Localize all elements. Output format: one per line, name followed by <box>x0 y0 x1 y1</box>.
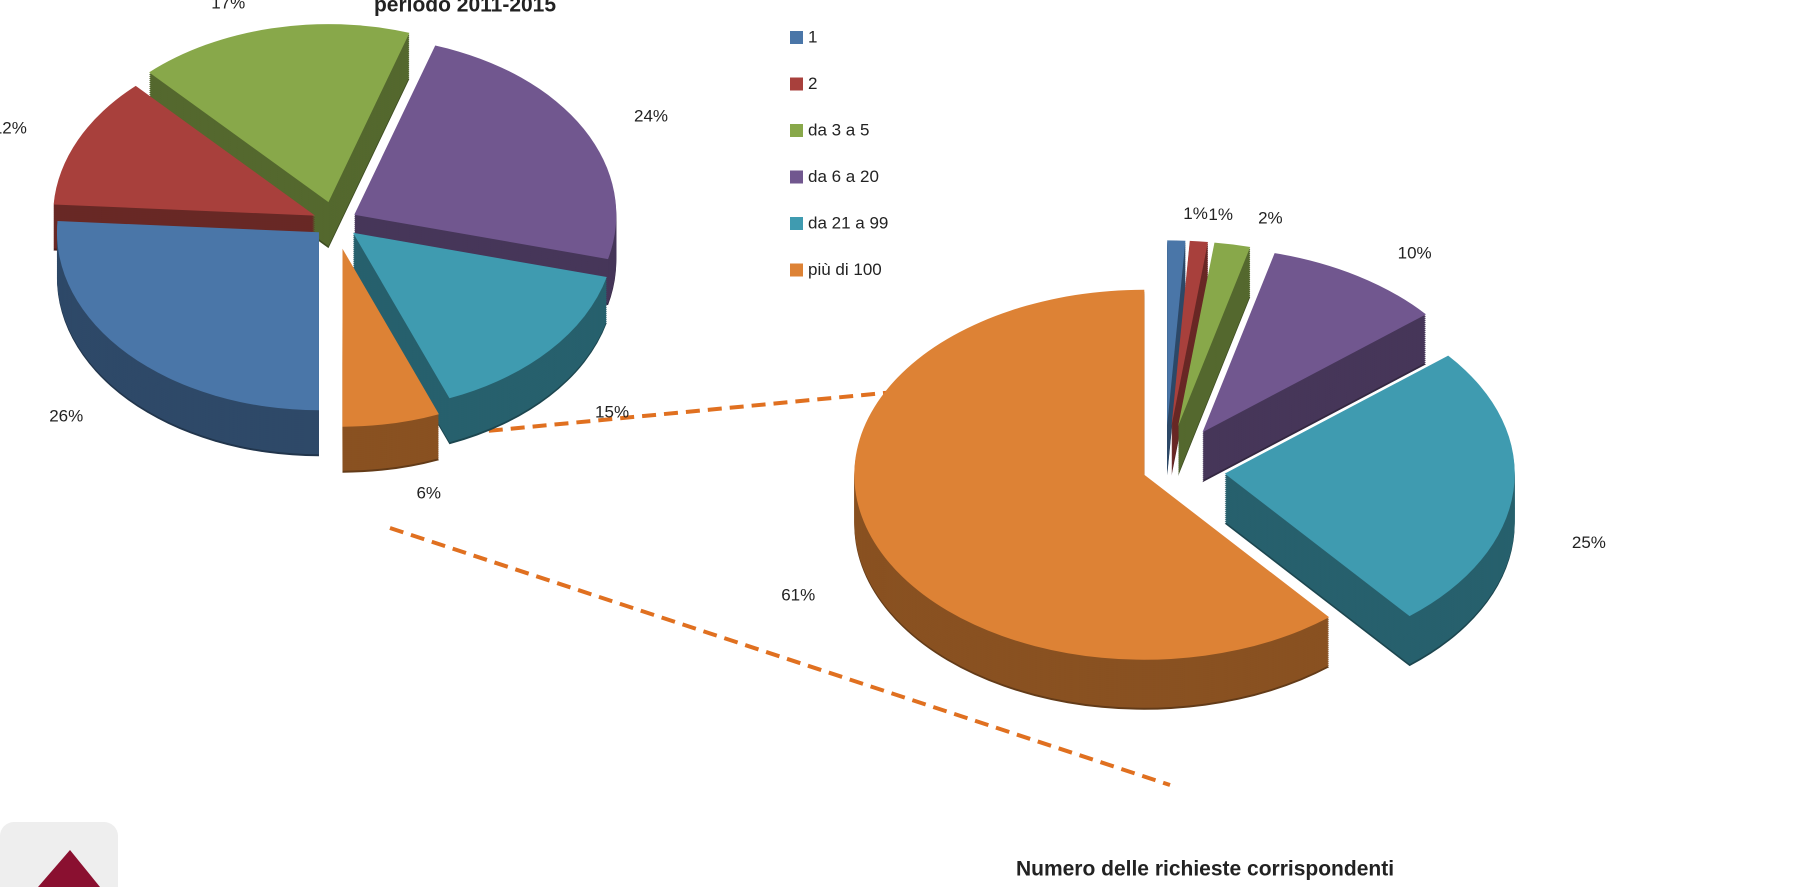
slice-side-layer <box>1171 268 1208 454</box>
legend-label: 1 <box>808 27 817 46</box>
pie-slice <box>854 289 1330 660</box>
data-label: 61% <box>781 586 815 605</box>
pie-slice <box>342 248 439 427</box>
slice-side-layer <box>1171 250 1208 436</box>
slice-side-layer <box>1171 256 1208 442</box>
slice-side-layer <box>1171 252 1208 438</box>
legend-label: da 21 a 99 <box>808 213 888 232</box>
slice-side-layer <box>1171 266 1208 452</box>
slice-side-layer <box>1171 262 1208 448</box>
pie-slice <box>1224 355 1515 617</box>
data-label: 1% <box>1183 204 1208 223</box>
legend-swatch <box>790 170 803 184</box>
pie-slice <box>1167 240 1186 426</box>
legend-swatch <box>790 77 803 91</box>
legend-swatch <box>790 31 803 44</box>
legend-swatch <box>790 217 803 230</box>
data-label: 10% <box>1398 244 1432 263</box>
slice-side-layer <box>1171 260 1208 446</box>
data-label: 24% <box>634 107 668 126</box>
pie-slice <box>354 45 617 260</box>
connector <box>389 368 1171 787</box>
chart-title: periodo 2011-2015 <box>374 0 556 17</box>
pie-slice <box>1171 240 1208 426</box>
slice-side-layer <box>1171 258 1208 444</box>
slice-side-layer <box>1171 264 1208 450</box>
connector-line <box>444 368 1126 437</box>
slice-side-layer <box>1171 246 1208 432</box>
slice-side-layer <box>1171 244 1208 430</box>
slice-side-layer <box>1171 270 1208 456</box>
slice-side-layer <box>1171 272 1208 458</box>
data-label: 1% <box>1208 205 1233 224</box>
legend-label: più di 100 <box>808 260 882 279</box>
slice-side-layer <box>1171 254 1208 440</box>
chart-title: Numero delle richieste corrispondenti <box>1016 858 1394 881</box>
logo <box>0 822 118 887</box>
data-label: 12% <box>0 119 27 138</box>
pie-slice <box>53 85 316 216</box>
data-label: 17% <box>211 0 245 13</box>
pie-slice <box>56 221 319 411</box>
legend-label: da 3 a 5 <box>808 120 869 139</box>
connector-line <box>389 526 1171 787</box>
logo-shape <box>38 850 100 887</box>
data-label: 26% <box>49 407 83 426</box>
legend-swatch <box>790 124 803 137</box>
pie-slice <box>353 232 607 399</box>
legend-label: da 6 a 20 <box>808 167 879 186</box>
data-label: 2% <box>1258 208 1283 227</box>
data-label: 6% <box>416 484 441 503</box>
data-label: 25% <box>1572 533 1606 552</box>
pie-slice <box>1202 253 1426 433</box>
data-label: 15% <box>595 402 629 421</box>
logo-box <box>0 822 118 887</box>
slice-side-layer <box>1171 248 1208 434</box>
legend-label: 2 <box>808 74 817 93</box>
slice-side-layer <box>1171 242 1208 428</box>
pie-slice <box>1178 242 1251 427</box>
legend-swatch <box>790 263 803 277</box>
pie-slice <box>149 24 410 203</box>
